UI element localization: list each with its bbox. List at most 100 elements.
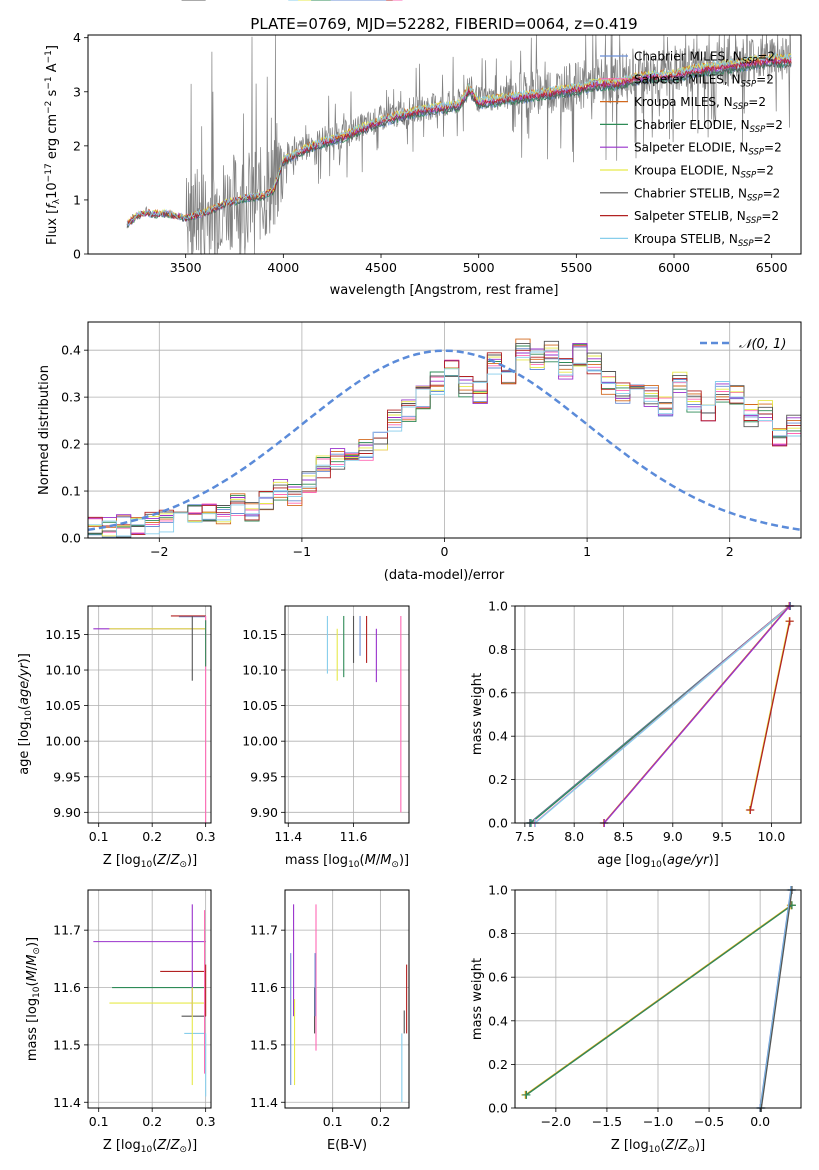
mebv-ytick-label: 11.6: [250, 980, 278, 995]
resid-xtick-label: 1: [583, 544, 591, 559]
wz-ytick-label: 0.8: [488, 926, 508, 941]
wage-xtick-label: 8.0: [564, 829, 584, 844]
agez-ytick-label: 10.00: [45, 734, 81, 749]
resid-xtick-label: 0: [441, 544, 449, 559]
agez-ytick-label: 10.15: [45, 627, 81, 642]
agez-ytick-label: 10.05: [45, 698, 81, 713]
spectrum-xtick-label: 5000: [463, 260, 495, 275]
agem-ytick-label: 10.10: [242, 663, 278, 678]
spectrum-xtick-label: 4500: [365, 260, 397, 275]
normal-legend-label: 𝒩(0, 1): [739, 337, 786, 352]
wage-weight-marker: [785, 617, 794, 626]
spectrum-plot-area: [126, 34, 792, 256]
mebv-xtick-label: 0.1: [323, 1114, 343, 1129]
mebv-ytick-label: 11.5: [250, 1037, 278, 1052]
spectrum-xtick-label: 6500: [756, 260, 788, 275]
weight-vs-z-plot-area: [515, 886, 801, 1112]
mass-vs-z-panel: 0.1 0.2 0.3 11.4 11.5 11.6 11.7 Z [log10(Z/Z⊙)…: [25, 889, 216, 1155]
spectrum-panel: 3500 4000 4500 5000 5500 6000 6500 0 1 2 3 4 wavele…: [44, 30, 802, 298]
age-vs-mass-plot-area: [285, 0, 409, 823]
wage-ytick-label: 1.0: [488, 599, 508, 614]
spectrum-xtick-label: 4000: [267, 260, 299, 275]
model-spectrum-line-6: [126, 53, 792, 224]
normal-curve: [87, 349, 802, 532]
model-spectrum-line-7: [126, 60, 792, 229]
wage-ytick-label: 0.6: [488, 685, 508, 700]
mass-vs-z-ticks: 0.1 0.2 0.3 11.4 11.5 11.6 11.7: [53, 923, 215, 1129]
weight-vs-z-ticks: −2.0 −1.5 −1.0 −0.5 0.0 0.0 0.2 0.4 0.6 0.8 1.0: [488, 883, 770, 1130]
spectrum-legend: Chabrier MILES, NSSP=2 Salpeter MILES, NS…: [600, 50, 783, 249]
agez-xtick-label: 0.2: [142, 829, 162, 844]
resid-ytick-label: 0.1: [61, 484, 81, 499]
wz-ytick-label: 0.2: [488, 1057, 508, 1072]
age-vs-mass-axes-frame: [284, 605, 410, 824]
agem-ytick-label: 10.00: [242, 734, 278, 749]
data-spectrum-line: [126, 34, 792, 256]
agez-xtick-label: 0.1: [89, 829, 109, 844]
legend-label-4: Chabrier ELODIE, NSSP=2: [634, 118, 783, 135]
weight-vs-z-xlabel: Z [log10(Z/Z⊙)]: [611, 1138, 705, 1155]
spectrum-ytick-label: 1: [73, 192, 81, 207]
agem-xtick-label: 11.6: [340, 829, 368, 844]
mebv-xtick-label: 0.2: [370, 1114, 390, 1129]
residual-histogram-9: [87, 350, 801, 538]
residual-ticks: −2 −1 0 1 2 0.0 0.1 0.2 0.3 0.4: [61, 343, 734, 559]
wage-ytick-label: 0.4: [488, 729, 508, 744]
wage-weight-line-2-2: [534, 605, 791, 824]
resid-ytick-label: 0.0: [61, 531, 81, 546]
spectrum-xtick-label: 3500: [170, 260, 202, 275]
mebv-ytick-label: 11.4: [250, 1095, 278, 1110]
wz-xtick-label: −1.0: [643, 1114, 673, 1129]
mass-vs-z-ylabel: mass [log10(M/M⊙)]: [25, 937, 42, 1061]
resid-ytick-label: 0.3: [61, 390, 81, 405]
mass-vs-z-axes-frame: [87, 889, 212, 1109]
wz-weight-line-1-3: [526, 904, 793, 1096]
mebv-ytick-label: 11.7: [250, 923, 278, 938]
legend-label-8: Salpeter STELIB, NSSP=2: [634, 209, 779, 226]
wz-xtick-label: 0.0: [750, 1114, 770, 1129]
age-vs-z-ylabel: age [log10(age/yr)]: [17, 653, 34, 775]
mz-ytick-label: 11.7: [53, 923, 81, 938]
legend-label-9: Kroupa STELIB, NSSP=2: [634, 232, 771, 249]
residual-xlabel: (data-model)/error: [384, 568, 505, 583]
spectrum-ticks: 3500 4000 4500 5000 5500 6000 6500 0 1 2 3 4: [73, 30, 788, 275]
agez-ytick-label: 9.90: [53, 805, 81, 820]
wage-weight-marker: [746, 805, 755, 814]
wz-xtick-label: −1.5: [592, 1114, 622, 1129]
mass-vs-ebv-axes-frame: [284, 889, 410, 1109]
agem-ytick-label: 9.90: [250, 805, 278, 820]
weight-vs-age-panel: 7.5 8.0 8.5 9.0 9.5 10.0 0.0 0.2 0.4 0.6 0.8 1.0 ag…: [470, 599, 802, 870]
wage-xtick-label: 9.5: [712, 829, 732, 844]
spectrum-axes-frame: [87, 34, 802, 255]
legend-label-5: Salpeter ELODIE, NSSP=2: [634, 141, 782, 158]
mz-xtick-label: 0.2: [142, 1114, 162, 1129]
age-vs-z-ticks: 0.1 0.2 0.3 9.90 9.95 10.00 10.05 10.10 10.15: [45, 627, 215, 844]
weight-vs-age-axes-frame: [514, 605, 802, 824]
wz-weight-line-2-3: [760, 889, 793, 1109]
agez-ytick-label: 9.95: [53, 769, 81, 784]
weight-vs-z-panel: −2.0 −1.5 −1.0 −0.5 0.0 0.0 0.2 0.4 0.6 0.8 1.0 Z …: [470, 883, 802, 1155]
wz-xtick-label: −2.0: [541, 1114, 571, 1129]
resid-ytick-label: 0.4: [61, 343, 81, 358]
legend-label-3: Kroupa MILES, NSSP=2: [634, 95, 766, 112]
agez-ytick-label: 10.10: [45, 663, 81, 678]
weight-vs-age-plot-area: [515, 602, 801, 827]
agem-ytick-label: 9.95: [250, 769, 278, 784]
legend-label-2: Salpeter MILES, NSSP=2: [634, 72, 774, 89]
wz-ytick-label: 0.0: [488, 1101, 508, 1116]
mass-vs-z-plot-area: [88, 890, 211, 1108]
age-vs-mass-xlabel: mass [log10(M/M⊙)]: [285, 853, 409, 870]
spectrum-ytick-label: 2: [73, 138, 81, 153]
wz-ytick-label: 0.4: [488, 1013, 508, 1028]
wage-xtick-label: 9.0: [663, 829, 683, 844]
mass-vs-ebv-plot-area: [285, 890, 409, 1108]
mass-vs-ebv-ticks: 0.1 0.2 11.4 11.5 11.6 11.7: [250, 923, 390, 1129]
wage-ytick-label: 0.0: [488, 816, 508, 831]
agez-xtick-label: 0.3: [196, 829, 216, 844]
wage-weight-line-3-2: [603, 605, 791, 824]
spectrum-ytick-label: 0: [73, 247, 81, 262]
resid-xtick-label: −2: [150, 544, 168, 559]
mz-xtick-label: 0.1: [89, 1114, 109, 1129]
